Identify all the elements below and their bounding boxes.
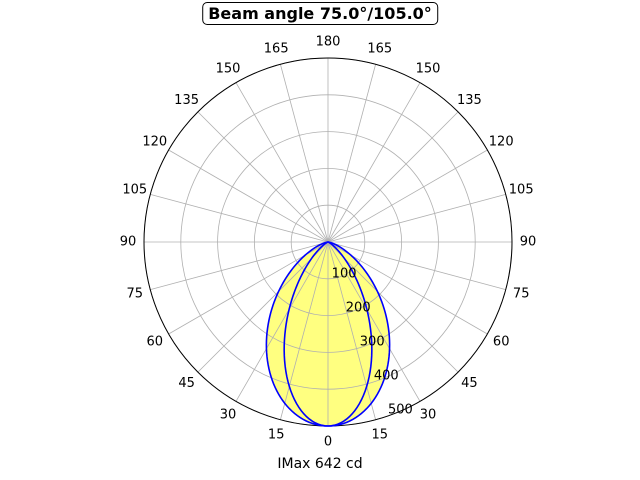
angular-gridline-17 xyxy=(150,193,329,243)
angle-tick-label-right-15: 15 xyxy=(372,428,389,443)
radial-tick-label-400: 400 xyxy=(374,369,399,384)
angle-tick-label-right-60: 60 xyxy=(493,335,510,350)
angle-tick-label-left-105: 105 xyxy=(122,183,147,198)
angular-gridline-3 xyxy=(327,241,459,373)
angular-gridline-1 xyxy=(327,241,377,420)
angle-tick-label-right-30: 30 xyxy=(420,408,437,423)
angular-gridline-2 xyxy=(327,241,421,402)
angle-tick-label-left-15: 15 xyxy=(268,428,285,443)
radial-tick-label-200: 200 xyxy=(346,301,371,316)
angle-tick-label-right-45: 45 xyxy=(461,376,478,391)
angle-tick-label-right-150: 150 xyxy=(416,61,441,76)
angular-gridline-11 xyxy=(327,64,377,243)
angle-tick-label-left-90: 90 xyxy=(120,235,137,250)
angle-tick-label-left-120: 120 xyxy=(142,135,167,150)
angular-gridline-9 xyxy=(327,111,459,243)
angular-gridline-4 xyxy=(327,241,488,335)
angular-gridline-22 xyxy=(235,241,329,402)
angle-tick-label-right-105: 105 xyxy=(509,183,534,198)
angle-tick-label-left-165: 165 xyxy=(264,41,289,56)
angle-tick-label-right-135: 135 xyxy=(457,93,482,108)
radial-tick-label-100: 100 xyxy=(332,267,357,282)
angular-gridline-20 xyxy=(168,241,329,335)
angular-gridline-13 xyxy=(279,64,329,243)
angular-gridline-8 xyxy=(327,149,488,243)
angle-tick-label-right-90: 90 xyxy=(520,235,537,250)
angle-tick-label-right-165: 165 xyxy=(367,41,392,56)
radial-tick-label-500: 500 xyxy=(388,403,413,418)
x-axis-label: IMax 642 cd xyxy=(277,456,363,472)
angular-gridline-16 xyxy=(168,149,329,243)
angular-gridline-14 xyxy=(235,82,329,243)
radial-tick-label-300: 300 xyxy=(360,335,385,350)
angle-tick-label-left-135: 135 xyxy=(174,93,199,108)
angle-tick-label-right-75: 75 xyxy=(513,286,530,301)
angular-gridline-7 xyxy=(327,193,506,243)
angle-tick-label-left-75: 75 xyxy=(127,286,144,301)
angular-gridline-15 xyxy=(197,111,329,243)
angular-gridline-19 xyxy=(150,241,329,291)
chart-title: Beam angle 75.0°/105.0° xyxy=(202,2,438,25)
angular-gridline-5 xyxy=(327,241,506,291)
lobe-curve-1 xyxy=(283,241,373,427)
angle-tick-label-right-180: 180 xyxy=(316,35,341,50)
angular-gridline-21 xyxy=(197,241,329,373)
angle-tick-label-left-45: 45 xyxy=(178,376,195,391)
angle-tick-label-left-60: 60 xyxy=(147,335,164,350)
angle-tick-label-left-150: 150 xyxy=(216,61,241,76)
angle-tick-label-left-30: 30 xyxy=(220,408,237,423)
angular-gridline-23 xyxy=(279,241,329,420)
angle-tick-label-right-0: 0 xyxy=(324,435,332,450)
angle-tick-label-right-120: 120 xyxy=(489,135,514,150)
angular-gridline-10 xyxy=(327,82,421,243)
